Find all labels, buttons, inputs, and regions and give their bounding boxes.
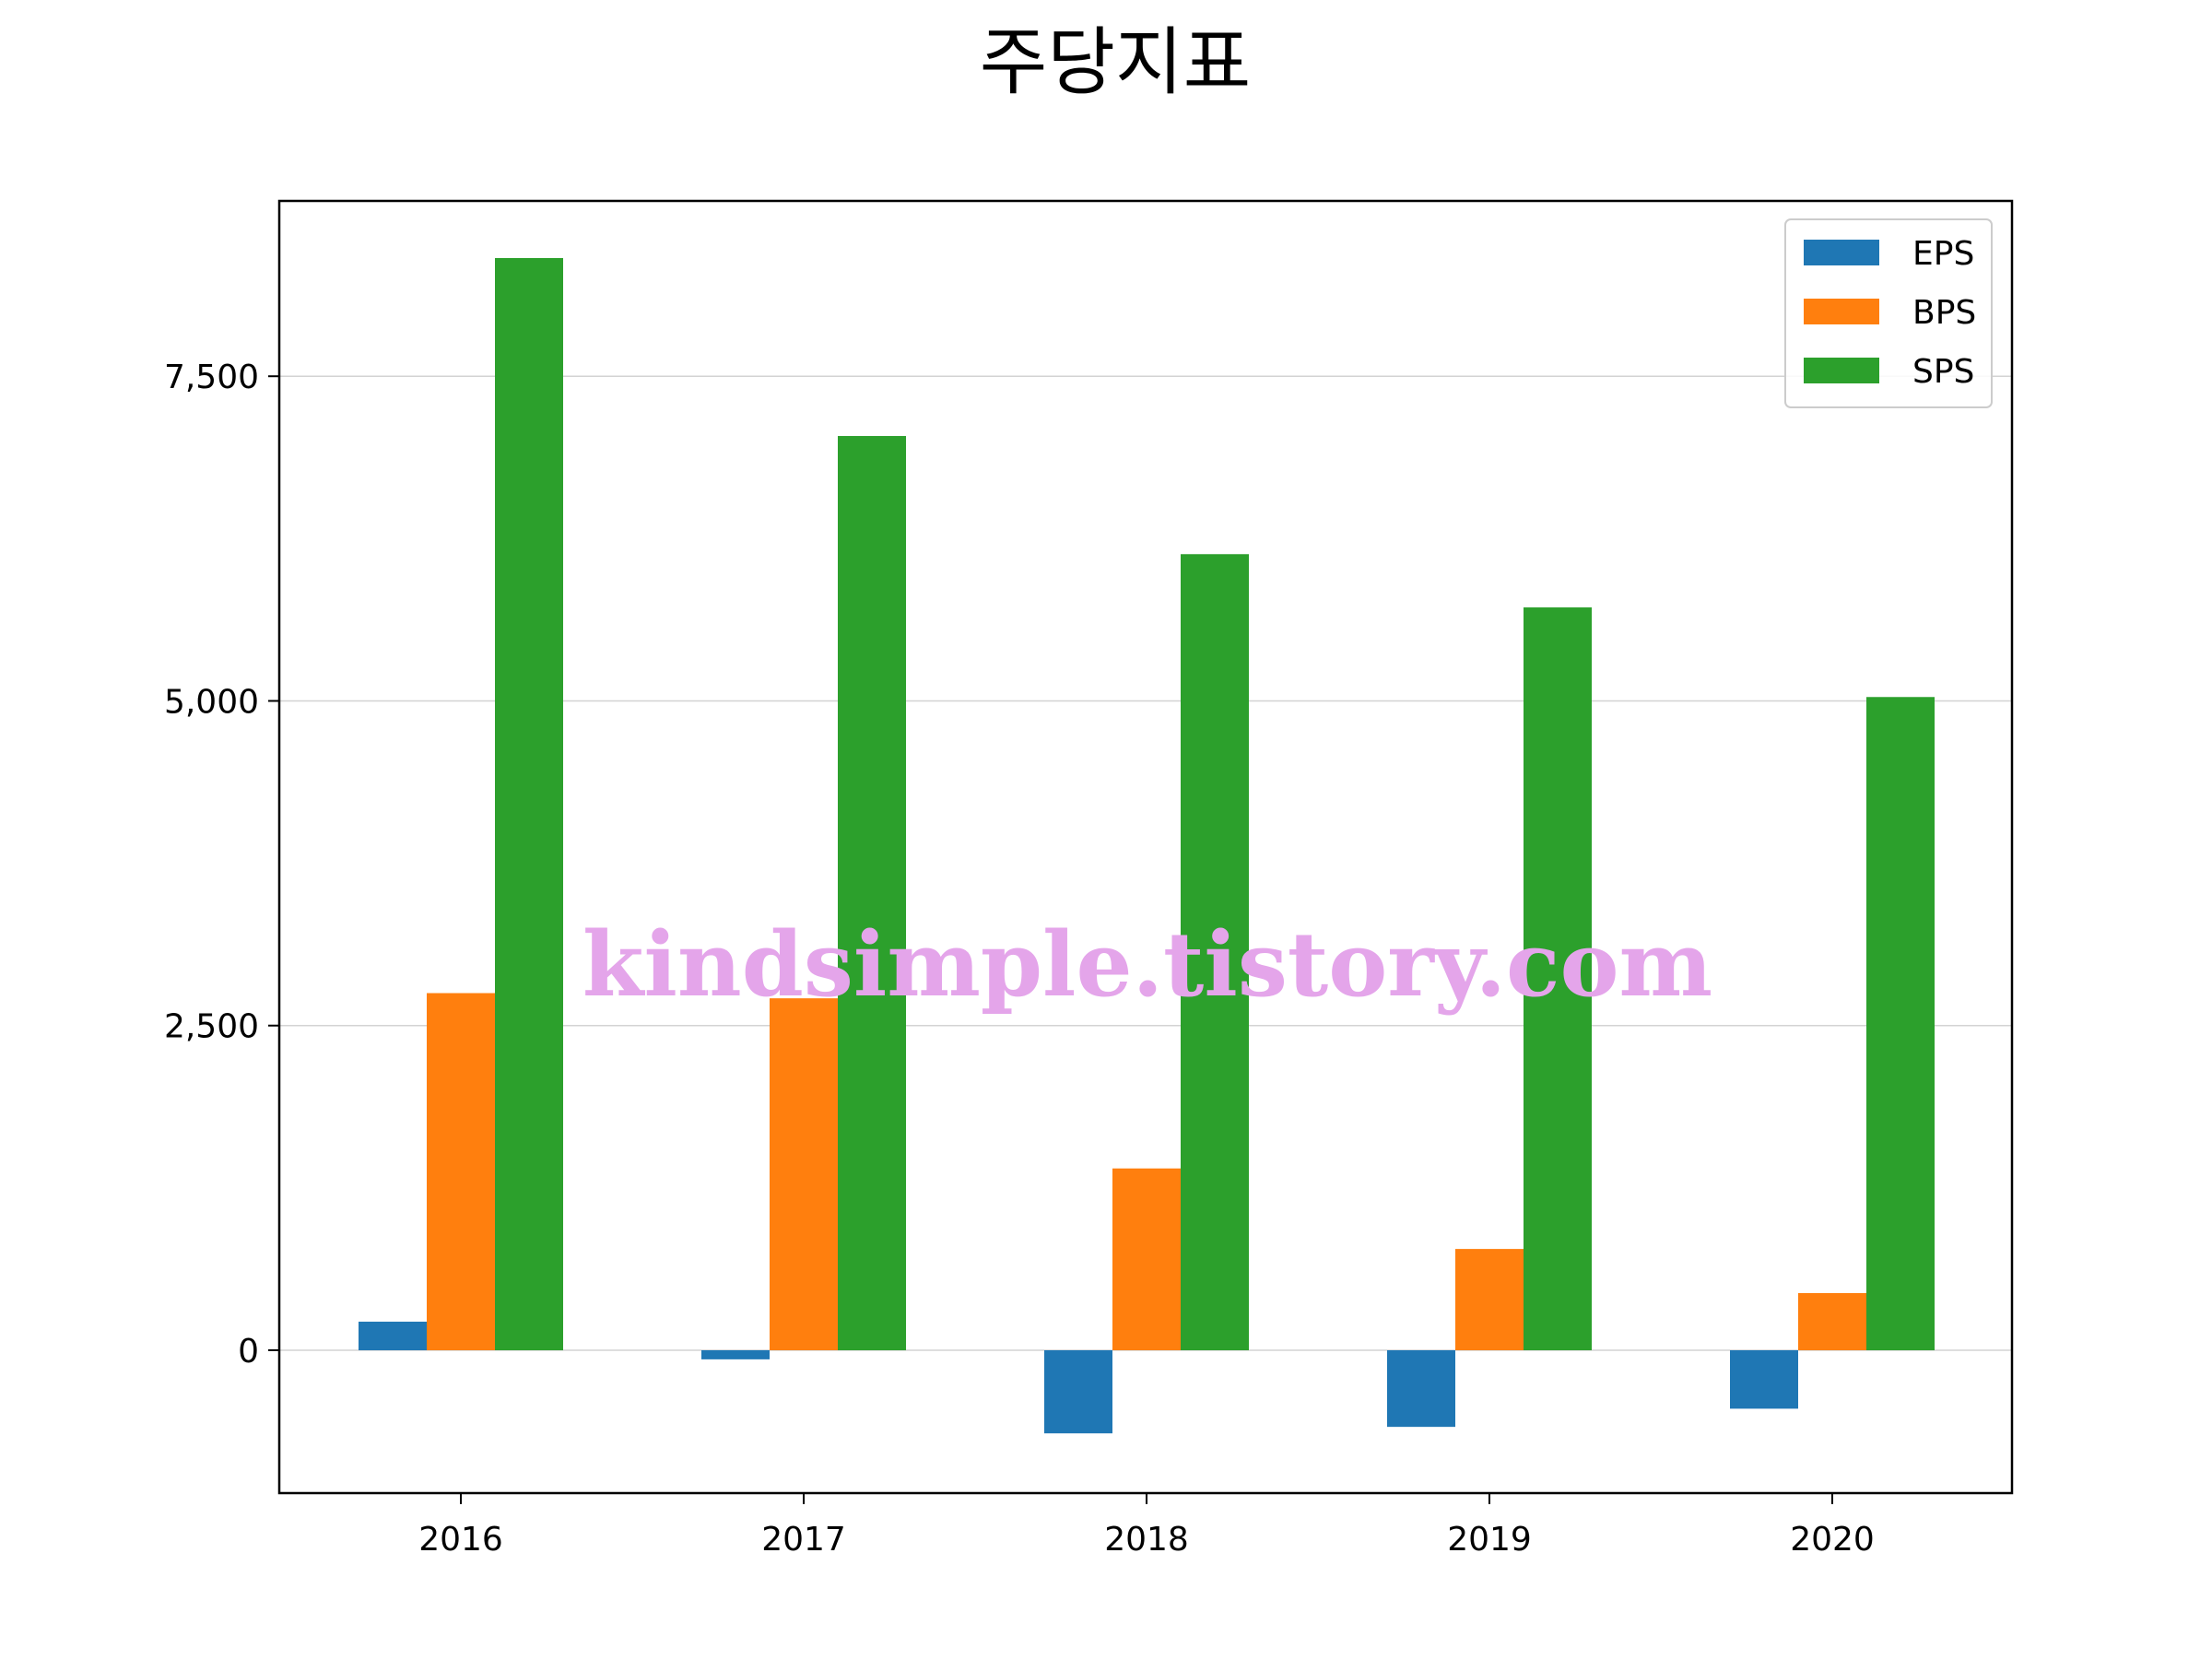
bar-bps-2019: [1455, 1249, 1524, 1351]
bar-bps-2018: [1112, 1168, 1181, 1351]
x-axis: 2016 2017 2018 2019 2020: [418, 1493, 1875, 1559]
x-tick-label: 2019: [1447, 1521, 1532, 1559]
chart-title: 주당지표: [980, 19, 1251, 105]
bar-bps-2020: [1798, 1293, 1866, 1351]
legend-label-bps: BPS: [1912, 294, 1976, 332]
bar-eps-2018: [1044, 1350, 1112, 1434]
x-tick-label: 2020: [1790, 1521, 1875, 1559]
x-tick-label: 2016: [418, 1521, 503, 1559]
bar-bps-2016: [427, 993, 495, 1351]
y-tick-label: 0: [238, 1333, 259, 1371]
legend-label-sps: SPS: [1912, 353, 1974, 391]
legend-label-eps: EPS: [1912, 235, 1974, 273]
x-tick-label: 2017: [761, 1521, 846, 1559]
bar-eps-2017: [701, 1350, 770, 1359]
bar-sps-2016: [495, 257, 563, 1351]
bar-sps-2020: [1866, 697, 1935, 1351]
y-tick-label: 7,500: [164, 359, 259, 396]
bar-eps-2016: [359, 1322, 427, 1351]
legend-swatch-sps: [1804, 358, 1879, 383]
bar-sps-2018: [1181, 554, 1249, 1351]
x-tick-label: 2018: [1104, 1521, 1189, 1559]
y-tick-label: 2,500: [164, 1008, 259, 1046]
watermark-text: kindsimple.tistory.com: [582, 912, 1712, 1017]
legend-swatch-bps: [1804, 299, 1879, 324]
bar-sps-2017: [838, 436, 906, 1351]
legend: EPS BPS SPS: [1784, 218, 1993, 408]
y-axis: 0 2,500 5,000 7,500: [164, 359, 279, 1371]
bar-sps-2019: [1524, 607, 1592, 1351]
bar-eps-2019: [1387, 1350, 1455, 1428]
y-tick-label: 5,000: [164, 683, 259, 721]
bar-eps-2020: [1730, 1350, 1798, 1409]
bars: [359, 257, 1935, 1434]
bar-bps-2017: [770, 998, 838, 1351]
legend-swatch-eps: [1804, 240, 1879, 265]
